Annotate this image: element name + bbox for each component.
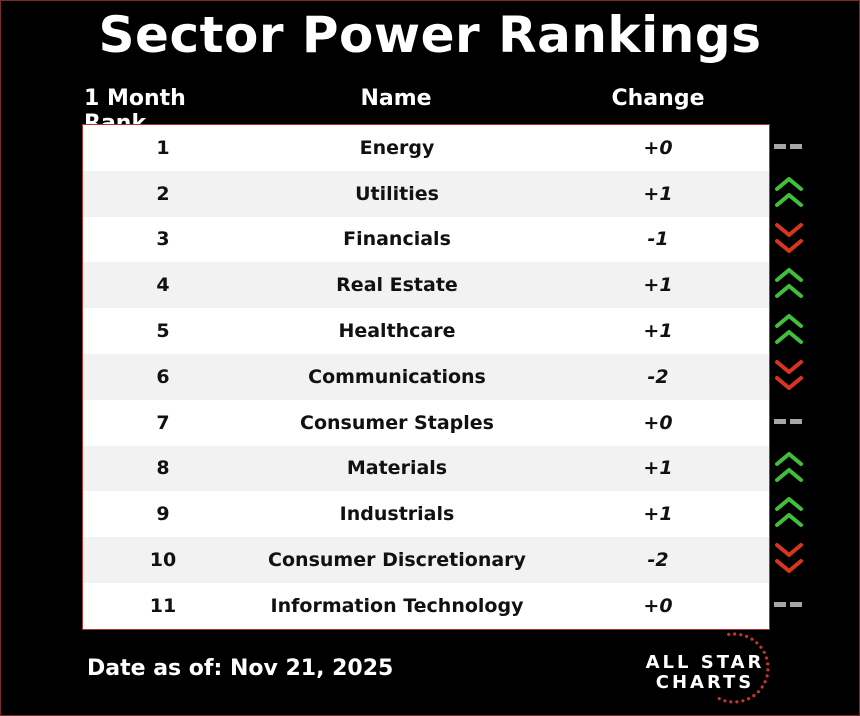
sector-name-cell: Communications <box>308 365 486 388</box>
double-chevron-down-icon <box>770 536 810 582</box>
change-cell: +1 <box>643 182 673 205</box>
change-cell: +1 <box>643 274 673 297</box>
rank-cell: 4 <box>156 274 170 297</box>
logo-star-ring-icon <box>717 632 770 704</box>
logo-line1: ALL STAR <box>645 652 765 673</box>
change-cell: +0 <box>643 411 673 434</box>
rank-cell: 5 <box>156 320 170 343</box>
sector-name-cell: Information Technology <box>270 594 524 617</box>
change-cell: +1 <box>643 457 673 480</box>
sector-name-cell: Real Estate <box>336 274 458 297</box>
double-dash-icon <box>770 399 810 445</box>
page-title: Sector Power Rankings <box>98 6 762 64</box>
double-chevron-up-icon <box>770 170 810 216</box>
sector-name-cell: Financials <box>343 228 451 251</box>
change-cell: -2 <box>647 365 669 388</box>
change-cell: +0 <box>643 136 673 159</box>
sector-name-cell: Consumer Staples <box>300 411 494 434</box>
sector-name-cell: Healthcare <box>338 320 456 343</box>
change-cell: -2 <box>647 549 669 572</box>
rank-cell: 11 <box>149 594 177 617</box>
sector-name-cell: Consumer Discretionary <box>268 549 526 572</box>
table-row: 6 Communications -2 <box>83 353 769 400</box>
rankings-table: 1 Energy +0 2 Utilities +1 3 Financials -1 4 Real … <box>82 124 770 630</box>
table-row: 7 Consumer Staples +0 <box>83 400 769 446</box>
double-chevron-down-icon <box>770 216 810 262</box>
sector-name-cell: Industrials <box>339 503 455 526</box>
table-row: 4 Real Estate +1 <box>83 262 769 309</box>
table-row: 1 Energy +0 <box>83 125 769 171</box>
column-header-change: Change <box>611 86 705 111</box>
date-label: Date as of: Nov 21, 2025 <box>87 656 394 681</box>
rank-cell: 9 <box>156 503 170 526</box>
table-row: 3 Financials -1 <box>83 217 769 263</box>
rank-cell: 2 <box>156 182 170 205</box>
table-row: 5 Healthcare +1 <box>83 308 769 354</box>
rank-cell: 7 <box>156 411 170 434</box>
change-cell: +0 <box>643 594 673 617</box>
rank-cell: 1 <box>156 136 170 159</box>
double-chevron-down-icon <box>770 353 810 399</box>
double-dash-icon <box>770 582 810 628</box>
double-chevron-up-icon <box>770 445 810 491</box>
double-chevron-up-icon <box>770 490 810 536</box>
rank-cell: 8 <box>156 457 170 480</box>
change-cell: +1 <box>643 503 673 526</box>
column-header-name: Name <box>360 86 432 111</box>
table-row: 10 Consumer Discretionary -2 <box>83 537 769 583</box>
sector-name-cell: Energy <box>359 136 435 159</box>
trend-indicators <box>770 124 810 628</box>
sector-name-cell: Utilities <box>355 182 439 205</box>
rank-cell: 3 <box>156 228 170 251</box>
sector-name-cell: Materials <box>346 457 448 480</box>
all-star-charts-logo: ALL STAR CHARTS <box>630 632 780 708</box>
double-chevron-up-icon <box>770 307 810 353</box>
logo-line2: CHARTS <box>655 672 755 693</box>
rank-cell: 10 <box>149 549 177 572</box>
double-chevron-up-icon <box>770 261 810 307</box>
change-cell: -1 <box>647 228 669 251</box>
table-row: 11 Information Technology +0 <box>83 583 769 629</box>
double-dash-icon <box>770 124 810 170</box>
table-row: 9 Industrials +1 <box>83 491 769 537</box>
rank-cell: 6 <box>156 365 170 388</box>
table-row: 2 Utilities +1 <box>83 170 769 217</box>
table-row: 8 Materials +1 <box>83 445 769 492</box>
change-cell: +1 <box>643 320 673 343</box>
